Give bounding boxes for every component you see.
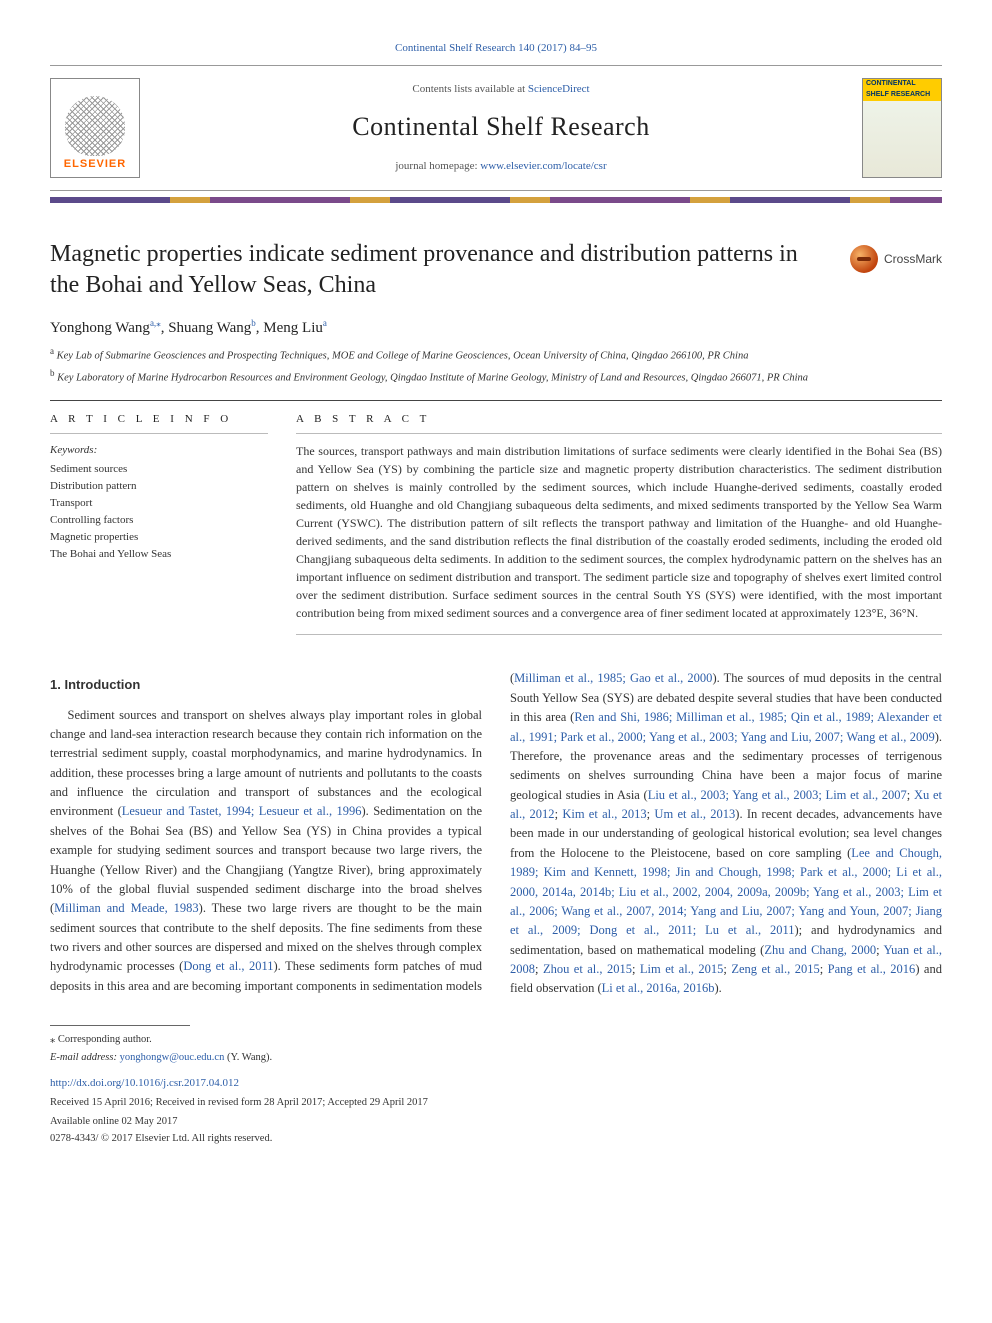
citation-link[interactable]: Pang et al., 2016 (828, 962, 916, 976)
affiliation: a Key Lab of Submarine Geosciences and P… (50, 345, 942, 364)
citation-link[interactable]: Zeng et al., 2015 (731, 962, 819, 976)
thin-rule (50, 433, 268, 434)
decorative-ribbon (50, 197, 942, 203)
journal-homepage: journal homepage: www.elsevier.com/locat… (156, 158, 846, 175)
abstract-text: The sources, transport pathways and main… (296, 442, 942, 622)
citation-link[interactable]: Dong et al., 2011 (183, 959, 273, 973)
journal-cover-thumb[interactable]: CONTINENTAL SHELF RESEARCH (862, 78, 942, 178)
cover-title: CONTINENTAL SHELF RESEARCH (863, 79, 941, 101)
publisher-brand: ELSEVIER (64, 156, 126, 173)
citation-link[interactable]: Zhu and Chang, 2000 (764, 943, 876, 957)
article-title: Magnetic properties indicate sediment pr… (50, 239, 830, 301)
journal-header: ELSEVIER Contents lists available at Sci… (50, 65, 942, 191)
keywords-list: Sediment sourcesDistribution patternTran… (50, 461, 268, 563)
affiliation: b Key Laboratory of Marine Hydrocarbon R… (50, 367, 942, 386)
section-heading-introduction: 1. Introduction (50, 675, 482, 695)
keyword: Controlling factors (50, 512, 268, 529)
cover-art (863, 101, 941, 177)
keyword: Sediment sources (50, 461, 268, 478)
citation-link[interactable]: Milliman et al., 1985; Gao et al., 2000 (514, 671, 712, 685)
citation-link[interactable]: Lim et al., 2015 (640, 962, 724, 976)
body-paragraph: Sediment sources and transport on shelve… (50, 669, 942, 998)
author-email-link[interactable]: yonghongw@ouc.edu.cn (120, 1052, 225, 1063)
keyword: Magnetic properties (50, 529, 268, 546)
article-body: 1. Introduction Sediment sources and tra… (50, 669, 942, 998)
crossmark-badge[interactable]: CrossMark (850, 245, 942, 273)
citation-link[interactable]: Ren and Shi, 1986; Milliman et al., 1985… (510, 710, 942, 743)
citation-link[interactable]: Kim et al., 2013 (562, 807, 646, 821)
citation-link[interactable]: Milliman and Meade, 1983 (54, 901, 198, 915)
section-rule (50, 400, 942, 401)
crossmark-icon (850, 245, 878, 273)
article-info-heading: A R T I C L E I N F O (50, 411, 268, 428)
journal-homepage-link[interactable]: www.elsevier.com/locate/csr (480, 160, 606, 172)
citation-link[interactable]: Continental Shelf Research 140 (2017) 84… (395, 42, 597, 54)
thin-rule (296, 634, 942, 635)
journal-name: Continental Shelf Research (156, 107, 846, 146)
contents-available: Contents lists available at ScienceDirec… (156, 81, 846, 98)
available-online: Available online 02 May 2017 (50, 1114, 942, 1130)
abstract-heading: A B S T R A C T (296, 411, 942, 428)
corresponding-author: ⁎ Corresponding author. (50, 1032, 942, 1048)
authors: Yonghong Wanga,⁎, Shuang Wangb, Meng Liu… (50, 317, 942, 340)
keyword: Distribution pattern (50, 478, 268, 495)
keyword: Transport (50, 495, 268, 512)
thin-rule (296, 433, 942, 434)
sciencedirect-link[interactable]: ScienceDirect (528, 83, 590, 95)
citation-link[interactable]: Li et al., 2016a, 2016b (602, 981, 715, 995)
keywords-label: Keywords: (50, 442, 268, 459)
citation-header: Continental Shelf Research 140 (2017) 84… (50, 40, 942, 57)
article-history: Received 15 April 2016; Received in revi… (50, 1095, 942, 1111)
citation-link[interactable]: Liu et al., 2003; Yang et al., 2003; Lim… (648, 788, 907, 802)
citation-link[interactable]: Lesueur and Tastet, 1994; Lesueur et al.… (122, 804, 362, 818)
article-footer: ⁎ Corresponding author. E-mail address: … (50, 1025, 942, 1147)
citation-link[interactable]: Zhou et al., 2015 (543, 962, 632, 976)
email-line: E-mail address: yonghongw@ouc.edu.cn (Y.… (50, 1050, 942, 1066)
doi-link[interactable]: http://dx.doi.org/10.1016/j.csr.2017.04.… (50, 1077, 239, 1089)
citation-link[interactable]: Um et al., 2013 (654, 807, 735, 821)
elsevier-tree-icon (65, 96, 125, 156)
copyright: 0278-4343/ © 2017 Elsevier Ltd. All righ… (50, 1131, 942, 1147)
crossmark-label: CrossMark (884, 250, 942, 268)
keyword: The Bohai and Yellow Seas (50, 546, 268, 563)
publisher-logo[interactable]: ELSEVIER (50, 78, 140, 178)
